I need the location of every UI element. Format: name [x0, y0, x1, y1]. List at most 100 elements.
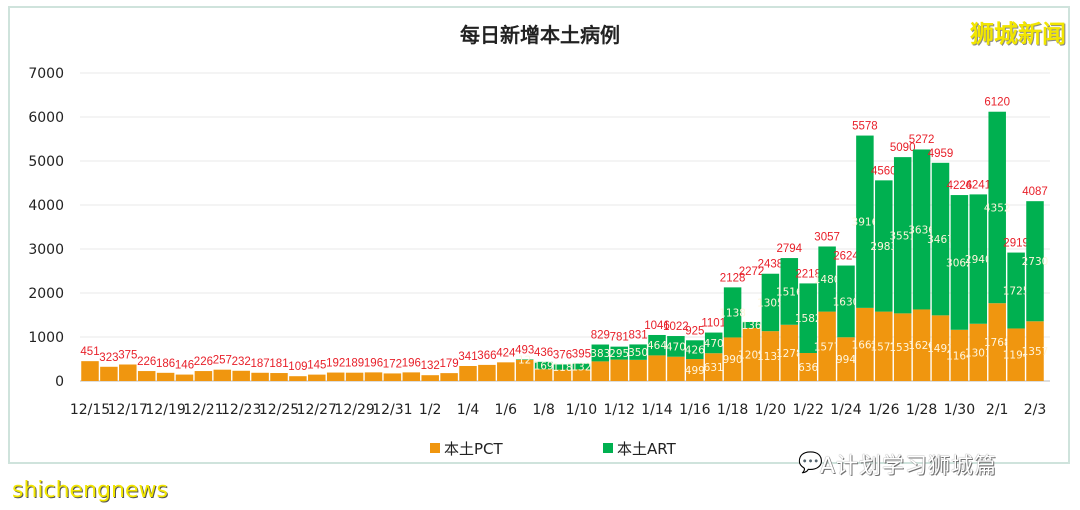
total-label: 2794	[777, 243, 803, 255]
bar-pct	[289, 376, 307, 381]
bar-pct	[478, 364, 496, 381]
total-label: 366	[477, 350, 496, 362]
art-label: 169	[534, 361, 554, 373]
source-watermark: shichengnews	[12, 478, 168, 503]
bar-pct	[799, 353, 817, 381]
pct-label: 990	[723, 354, 743, 366]
bar-art	[723, 287, 742, 338]
x-tick-label: 1/10	[566, 402, 597, 418]
y-tick-label: 7000	[28, 66, 64, 82]
total-label: 179	[440, 358, 459, 370]
total-label: 232	[232, 356, 251, 368]
bar-pct	[950, 329, 969, 381]
total-label: 6120	[984, 97, 1010, 109]
pct-label: 1133	[757, 351, 784, 363]
art-label: 2983	[870, 241, 897, 253]
bar-art	[856, 135, 874, 308]
total-label: 145	[307, 360, 326, 372]
art-label: 118	[552, 362, 572, 374]
bar-pct	[364, 372, 383, 381]
bar-art	[875, 180, 893, 312]
total-label: 5578	[852, 121, 878, 133]
pct-label: 1301	[965, 347, 992, 359]
bar-pct	[459, 365, 477, 381]
bar-pct	[156, 372, 175, 381]
bar-pct	[723, 337, 742, 381]
total-label: 4226	[947, 180, 973, 192]
pct-label: 1537	[889, 342, 916, 354]
bar-pct	[686, 359, 704, 381]
bar-pct	[175, 374, 194, 381]
x-tick-label: 12/27	[297, 402, 337, 418]
bar-pct	[912, 309, 931, 381]
art-label: 426	[685, 345, 705, 357]
total-label: 4241	[966, 179, 992, 191]
pct-label: 1278	[776, 348, 803, 360]
x-tick-label: 1/4	[457, 402, 480, 418]
x-tick-label: 2/1	[986, 402, 1009, 418]
bar-pct	[704, 353, 723, 381]
bar-pct	[629, 359, 647, 381]
legend-swatch	[603, 443, 613, 453]
total-label: 226	[194, 356, 213, 368]
bar-pct	[497, 362, 515, 381]
art-label: 3916	[852, 217, 879, 229]
x-tick-label: 1/22	[792, 402, 823, 418]
x-tick-label: 12/29	[334, 402, 374, 418]
bar-pct	[553, 369, 572, 381]
chart-frame	[8, 6, 1070, 464]
watermark: A计划学习狮城篇	[820, 454, 998, 479]
total-label: 375	[118, 350, 137, 362]
total-label: 4959	[928, 148, 954, 160]
art-label: 295	[609, 348, 629, 360]
x-tick-label: 12/23	[221, 402, 261, 418]
total-label: 5272	[909, 134, 935, 146]
total-label: 451	[80, 346, 99, 358]
art-label: 4352	[984, 202, 1011, 214]
bar-pct	[383, 373, 402, 381]
bar-pct	[515, 359, 534, 381]
art-label: 2940	[965, 254, 992, 266]
bar-art	[648, 334, 666, 356]
bar-pct	[270, 373, 288, 381]
legend-swatch	[430, 443, 440, 453]
bar-pct	[818, 311, 836, 381]
total-label: 132	[421, 360, 440, 372]
total-label: 196	[364, 357, 383, 369]
bar-art	[988, 111, 1006, 304]
bar-pct	[308, 374, 326, 381]
total-label: 831	[629, 329, 648, 341]
y-tick-label: 4000	[28, 198, 64, 214]
brand-logo: 狮城新闻	[970, 20, 1066, 48]
pct-label: 1577	[870, 341, 897, 353]
bar-art	[912, 149, 931, 310]
pct-label: 1357	[1022, 346, 1049, 358]
total-label: 2624	[833, 251, 859, 263]
art-label: 470	[704, 338, 724, 350]
bar-art	[742, 321, 761, 328]
art-label: 3551	[889, 230, 916, 242]
bar-pct	[969, 323, 988, 381]
x-tick-label: 12/21	[183, 402, 223, 418]
x-tick-label: 1/14	[641, 402, 673, 418]
bar-art	[629, 344, 647, 360]
x-tick-label: 1/8	[532, 402, 555, 418]
art-label: 1305	[757, 297, 784, 309]
pct-label: 1205	[738, 349, 765, 361]
y-tick-label: 0	[55, 374, 64, 390]
bar-pct	[648, 355, 666, 381]
total-label: 189	[345, 358, 364, 370]
x-tick-label: 1/26	[868, 402, 900, 418]
bar-art	[818, 246, 836, 312]
total-label: 341	[458, 351, 477, 363]
pct-label: 1662	[852, 339, 879, 351]
x-tick-label: 12/19	[145, 402, 185, 418]
bar-art	[969, 194, 988, 324]
bar-art	[1007, 252, 1025, 329]
total-label: 226	[137, 356, 156, 368]
bar-pct	[137, 371, 156, 381]
bar-pct	[856, 307, 874, 381]
total-label: 4560	[871, 165, 897, 177]
total-label: 2272	[739, 266, 765, 278]
bar-art	[553, 364, 572, 370]
